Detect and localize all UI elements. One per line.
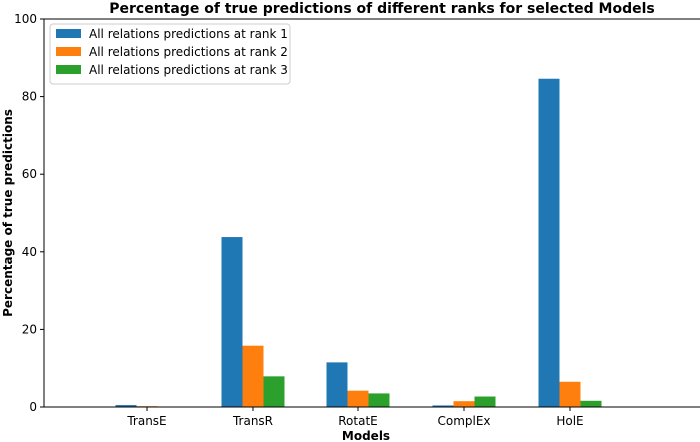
bar-rotate-rank-2: [347, 390, 369, 407]
bar-complex-rank-3: [474, 396, 496, 407]
x-tick-label-complex: ComplEx: [437, 414, 490, 428]
y-tick-label: 100: [14, 12, 37, 26]
x-axis: TransE TransR RotatE ComplEx HolE: [126, 407, 584, 428]
bar-transr-rank-2: [242, 345, 264, 407]
y-tick-label: 40: [22, 245, 37, 259]
legend-swatch-rank-1: [56, 29, 81, 38]
legend-swatch-rank-2: [56, 47, 81, 56]
bar-hole-rank-3: [580, 400, 602, 407]
plot-area-frame: [43, 18, 700, 408]
bar-rotate-rank-3: [368, 393, 390, 407]
bar-hole-rank-2: [559, 381, 581, 407]
legend-swatch-rank-3: [56, 65, 81, 74]
x-tick-label-transe: TransE: [126, 414, 166, 428]
legend-label-rank-1: All relations predictions at rank 1: [89, 27, 288, 41]
y-axis-title: Percentage of true predictions: [1, 109, 15, 317]
legend-label-rank-2: All relations predictions at rank 2: [89, 45, 288, 59]
bar-transr-rank-3: [263, 376, 285, 407]
legend-box: [49, 23, 291, 85]
bar-rotate-rank-1: [326, 362, 348, 407]
legend: All relations predictions at rank 1 All r…: [49, 23, 291, 85]
bar-complex-rank-2: [453, 401, 475, 407]
bar-hole-rank-1: [538, 78, 560, 407]
x-tick-label-rotate: RotatE: [338, 414, 378, 428]
x-tick-label-hole: HolE: [556, 414, 583, 428]
x-axis-title: Models: [342, 429, 390, 442]
bar-transe-rank-1: [115, 405, 137, 407]
bars-group: [115, 78, 602, 407]
legend-label-rank-3: All relations predictions at rank 3: [89, 63, 288, 77]
y-tick-label: 60: [22, 167, 37, 181]
x-tick-label-transr: TransR: [232, 414, 273, 428]
y-tick-label: 20: [22, 322, 37, 336]
bar-complex-rank-1: [432, 405, 454, 407]
chart-title: Percentage of true predictions of differ…: [109, 1, 655, 17]
y-axis: 0 20 40 60 80 100: [14, 12, 44, 414]
y-tick-label: 0: [29, 400, 37, 414]
bar-transr-rank-1: [221, 237, 243, 407]
y-tick-label: 80: [22, 90, 37, 104]
